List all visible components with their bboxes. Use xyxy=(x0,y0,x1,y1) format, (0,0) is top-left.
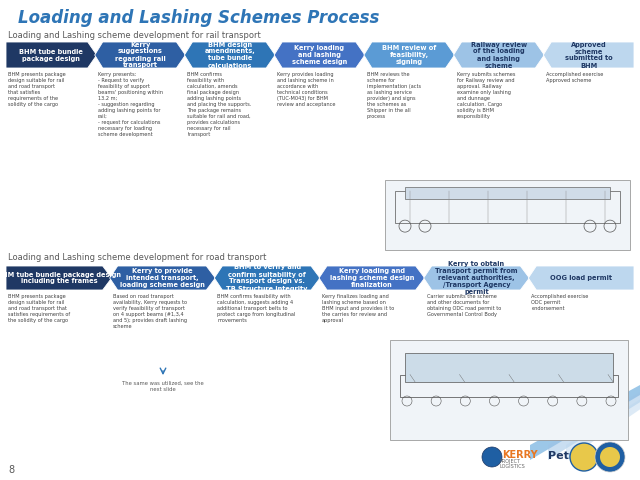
Text: PROJECT
LOGISTICS: PROJECT LOGISTICS xyxy=(500,458,525,469)
Text: Accomplished exercise
ODC permit
endorsement: Accomplished exercise ODC permit endorse… xyxy=(531,294,589,311)
Text: Kerry submits schemes
for Railway review and
approval. Railway
examine only lash: Kerry submits schemes for Railway review… xyxy=(456,72,515,119)
FancyBboxPatch shape xyxy=(405,187,610,199)
Polygon shape xyxy=(543,42,634,68)
Polygon shape xyxy=(95,42,186,68)
Text: BHM tube bundle package design
including the frames: BHM tube bundle package design including… xyxy=(0,272,121,285)
Polygon shape xyxy=(109,266,215,290)
Polygon shape xyxy=(319,266,425,290)
Text: KERRY: KERRY xyxy=(502,450,538,460)
FancyBboxPatch shape xyxy=(390,340,628,440)
Text: Kerry
suggestions
regarding rail
transport: Kerry suggestions regarding rail transpo… xyxy=(115,41,166,69)
Text: Kerry to provide
intended transport,
loading scheme design: Kerry to provide intended transport, loa… xyxy=(120,268,205,288)
Text: BHM to verify and
confirm suitability of
Transport design vs.
TB Structure integ: BHM to verify and confirm suitability of… xyxy=(227,264,308,291)
Polygon shape xyxy=(184,42,275,68)
Circle shape xyxy=(595,442,625,472)
Text: 8: 8 xyxy=(8,465,14,475)
Text: BHM reviews the
scheme for
implementation (acts
as lashing service
provider) and: BHM reviews the scheme for implementatio… xyxy=(367,72,421,119)
Text: BHM presents package
design suitable for rail
and road transport
that satisfies
: BHM presents package design suitable for… xyxy=(8,72,66,107)
Polygon shape xyxy=(529,266,634,290)
Text: BHM presents package
design suitable for rail
and road transport that
satisfies : BHM presents package design suitable for… xyxy=(8,294,70,323)
Text: Kerry loading
and lashing
scheme design: Kerry loading and lashing scheme design xyxy=(292,45,347,65)
Text: Petrofac: Petrofac xyxy=(548,451,601,461)
FancyBboxPatch shape xyxy=(405,353,613,382)
Text: Kerry loading and
lashing scheme design
finalization: Kerry loading and lashing scheme design … xyxy=(330,268,414,288)
Polygon shape xyxy=(530,385,640,460)
Text: Approved
scheme
submitted to
BHM: Approved scheme submitted to BHM xyxy=(565,41,612,69)
Text: OOG load permit: OOG load permit xyxy=(550,275,612,281)
Polygon shape xyxy=(424,266,529,290)
Text: Kerry finalizes loading and
lashing scheme based on
BHM input and provides it to: Kerry finalizes loading and lashing sche… xyxy=(322,294,394,323)
Text: Carrier submits the scheme
and other documents for
obtaining ODC road permit to
: Carrier submits the scheme and other doc… xyxy=(427,294,501,317)
Polygon shape xyxy=(454,42,544,68)
Circle shape xyxy=(570,443,598,471)
Polygon shape xyxy=(214,266,320,290)
Polygon shape xyxy=(566,399,640,460)
Text: Kerry presents:
- Request to verify
feasibility of support
beams' positioning wi: Kerry presents: - Request to verify feas… xyxy=(98,72,163,137)
Text: Loading and Lashing scheme development for rail transport: Loading and Lashing scheme development f… xyxy=(8,31,260,39)
Text: Loading and Lashing scheme development for road transport: Loading and Lashing scheme development f… xyxy=(8,253,266,263)
Circle shape xyxy=(482,447,502,467)
Polygon shape xyxy=(6,266,111,290)
Text: Kerry to obtain
Transport permit from
relevant authorities,
/Transport Agency
pe: Kerry to obtain Transport permit from re… xyxy=(435,261,518,295)
Text: BHM tube bundle
package design: BHM tube bundle package design xyxy=(19,48,83,61)
Polygon shape xyxy=(6,42,97,68)
Text: Railway review
of the loading
and lashing
scheme: Railway review of the loading and lashin… xyxy=(471,41,527,69)
Text: The same was utilized, see the
next slide: The same was utilized, see the next slid… xyxy=(122,381,204,392)
Polygon shape xyxy=(274,42,365,68)
FancyBboxPatch shape xyxy=(385,180,630,250)
Text: BHM design
amendments,
tube bundle
calculations: BHM design amendments, tube bundle calcu… xyxy=(204,41,255,69)
Circle shape xyxy=(600,447,620,467)
Polygon shape xyxy=(364,42,454,68)
Polygon shape xyxy=(548,392,640,460)
Text: Based on road transport
availability, Kerry requests to
verify feasibility of tr: Based on road transport availability, Ke… xyxy=(113,294,187,329)
Text: BHM confirms
feasibility with
calculation, amends
final package design
adding la: BHM confirms feasibility with calculatio… xyxy=(188,72,252,137)
Text: Kerry provides loading
and lashing scheme in
accordance with
technical condition: Kerry provides loading and lashing schem… xyxy=(277,72,335,107)
Text: BHM confirms feasibility with
calculation, suggests adding 4
additional transpor: BHM confirms feasibility with calculatio… xyxy=(218,294,296,323)
Text: BHM review of
feasibility,
signing: BHM review of feasibility, signing xyxy=(382,45,436,65)
Text: Accomplished exercise
Approved scheme: Accomplished exercise Approved scheme xyxy=(547,72,604,83)
Text: Loading and Lashing Schemes Process: Loading and Lashing Schemes Process xyxy=(18,9,380,27)
